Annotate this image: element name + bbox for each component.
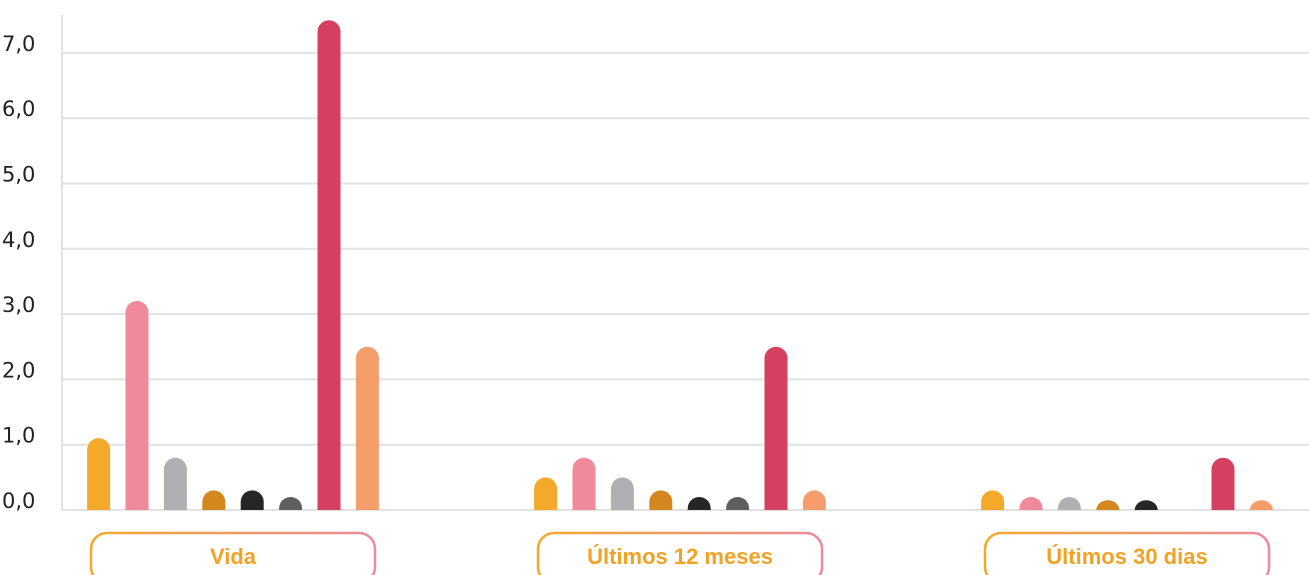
bar — [202, 490, 226, 510]
bar — [610, 477, 634, 510]
bar — [87, 438, 111, 510]
bar — [726, 496, 750, 510]
bar — [279, 496, 303, 510]
bar — [764, 346, 788, 510]
bar — [534, 477, 558, 510]
bar — [649, 490, 673, 510]
bar — [802, 490, 826, 510]
y-tick-label: 5,0 — [2, 163, 35, 187]
y-tick-label: 0,0 — [2, 489, 35, 513]
bar — [1249, 500, 1273, 510]
bar — [1019, 496, 1043, 510]
bar — [1096, 500, 1120, 510]
x-tick-label: Vida — [210, 544, 257, 569]
x-tick-label: Últimos 30 dias — [1046, 544, 1207, 569]
x-tick-label: Últimos 12 meses — [587, 544, 773, 569]
bar — [687, 496, 711, 510]
bar — [355, 346, 379, 510]
y-tick-label: 3,0 — [2, 293, 35, 317]
y-tick-label: 1,0 — [2, 424, 35, 448]
y-tick-label: 2,0 — [2, 358, 35, 382]
y-tick-label: 7,0 — [2, 32, 35, 56]
bar — [125, 301, 149, 510]
bar — [163, 457, 187, 510]
bar — [1211, 457, 1235, 510]
bar — [1134, 500, 1158, 510]
category-box — [536, 531, 824, 575]
bar — [317, 20, 341, 510]
bar — [572, 457, 596, 510]
bar — [240, 490, 264, 510]
bar — [981, 490, 1005, 510]
y-tick-label: 6,0 — [2, 97, 35, 121]
bar — [1057, 496, 1081, 510]
y-tick-label: 4,0 — [2, 228, 35, 252]
category-box — [983, 531, 1271, 575]
category-box — [89, 531, 377, 575]
